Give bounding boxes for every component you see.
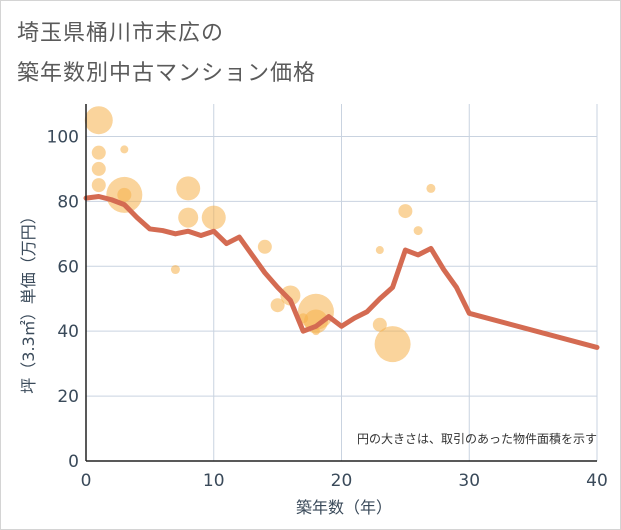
x-tick-label: 0 [81,471,92,491]
y-axis-label: 坪（3.3㎡）単価（万円） [19,208,38,393]
chart-title-line2: 築年数別中古マンション価格 [17,61,317,86]
data-bubble [372,317,387,332]
data-bubble [91,161,106,176]
x-tick-label: 30 [458,471,480,491]
y-tick-label: 20 [57,387,79,407]
y-tick-label: 0 [68,452,79,472]
data-bubble [176,176,201,201]
data-bubble [413,226,423,236]
x-tick-label: 20 [331,471,353,491]
data-bubble [84,106,113,135]
data-bubble [120,145,129,154]
data-bubble [280,285,301,306]
data-bubble [201,205,226,230]
x-tick-label: 10 [203,471,225,491]
data-bubble [398,204,413,219]
data-bubble [374,326,411,363]
y-tick-label: 80 [57,192,79,212]
data-bubble [117,187,132,202]
data-bubble [375,246,384,255]
trend-line [83,193,600,350]
chart-title-line1: 埼玉県桶川市末広の [17,21,225,46]
axes: 0 10 20 30 40 0 20 40 60 80 100 [47,104,608,491]
x-tick-label: 40 [586,471,608,491]
y-tick-label: 40 [57,322,79,342]
x-axis-label: 築年数（年） [296,498,392,517]
data-bubble [270,298,285,313]
data-bubble [170,265,180,275]
data-bubble [178,207,199,228]
y-tick-label: 100 [47,127,79,147]
grid-lines [86,104,598,461]
data-bubble [257,239,272,254]
trend-line-group [83,193,600,350]
data-bubble [91,145,106,160]
data-bubble [91,178,106,193]
y-tick-label: 60 [57,257,79,277]
bubbles [84,106,436,363]
size-note: 円の大きさは、取引のあった物件面積を示す [357,431,597,446]
data-bubble [426,183,436,193]
